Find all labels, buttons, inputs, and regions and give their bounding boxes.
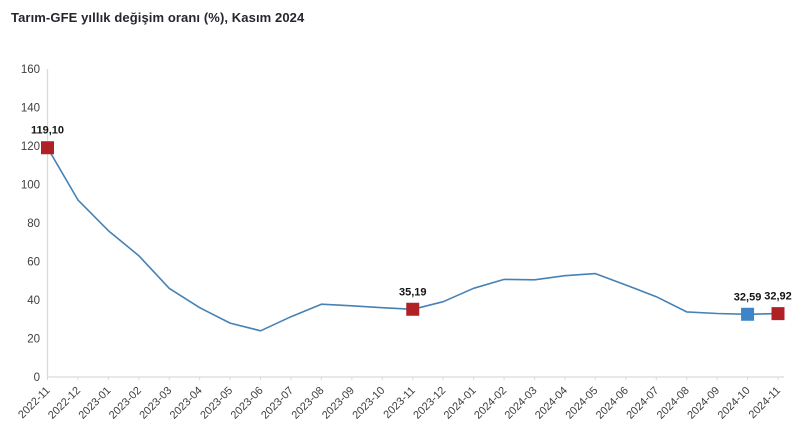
x-axis-tick-label: 2023-03 <box>137 385 174 422</box>
y-axis-tick-label: 20 <box>27 334 40 346</box>
x-axis-tick-label: 2024-11 <box>747 385 783 421</box>
y-axis-tick-label: 60 <box>27 257 40 269</box>
x-axis-tick-label: 2024-02 <box>472 385 509 422</box>
x-axis-tick-label: 2023-02 <box>107 385 144 422</box>
point-value-label-2022-11: 119,10 <box>31 125 64 137</box>
y-axis-tick-label: 40 <box>27 295 40 307</box>
x-axis-tick-label: 2024-10 <box>716 385 753 422</box>
x-axis-tick-label: 2024-08 <box>655 385 692 422</box>
y-axis-tick-label: 100 <box>21 180 40 192</box>
x-axis-tick-label: 2023-04 <box>168 385 205 422</box>
x-axis-tick-label: 2023-07 <box>259 385 296 422</box>
x-axis-tick-label: 2023-09 <box>320 385 357 422</box>
y-axis-tick-label: 160 <box>21 64 40 76</box>
point-value-label-2024-11: 32,92 <box>764 291 792 303</box>
x-axis-tick-label: 2023-08 <box>290 385 327 422</box>
x-axis-tick-label: 2023-10 <box>350 385 387 422</box>
data-marker-2024-11 <box>771 307 785 321</box>
chart-title: Tarım-GFE yıllık değişim oranı (%), Kası… <box>11 10 305 25</box>
y-axis-tick-label: 140 <box>21 103 40 115</box>
x-axis-tick-label: 2023-01 <box>76 385 113 422</box>
data-marker-2023-11 <box>406 302 420 316</box>
x-axis-tick-label: 2022-12 <box>46 385 83 422</box>
point-value-label-2023-11: 35,19 <box>399 286 427 298</box>
x-axis-tick-label: 2024-06 <box>594 385 631 422</box>
x-axis-tick-label: 2024-07 <box>624 385 661 422</box>
x-axis-tick-label: 2024-01 <box>442 385 479 422</box>
x-axis-tick-label: 2024-05 <box>563 385 600 422</box>
data-marker-2022-11 <box>41 141 54 155</box>
x-axis-tick-label: 2024-03 <box>503 385 540 422</box>
point-value-label-2024-10: 32,59 <box>734 291 762 303</box>
x-axis-tick-label: 2024-04 <box>533 385 570 422</box>
x-axis-tick-label: 2023-06 <box>229 385 266 422</box>
y-axis-tick-label: 0 <box>34 372 40 384</box>
x-axis-tick-label: 2023-05 <box>198 385 235 422</box>
x-axis-tick-label: 2023-12 <box>411 385 448 422</box>
y-axis-tick-label: 120 <box>21 141 40 153</box>
x-axis-tick-label: 2024-09 <box>685 385 722 422</box>
data-marker-2024-10 <box>741 307 755 321</box>
y-axis-tick-label: 80 <box>27 218 40 230</box>
